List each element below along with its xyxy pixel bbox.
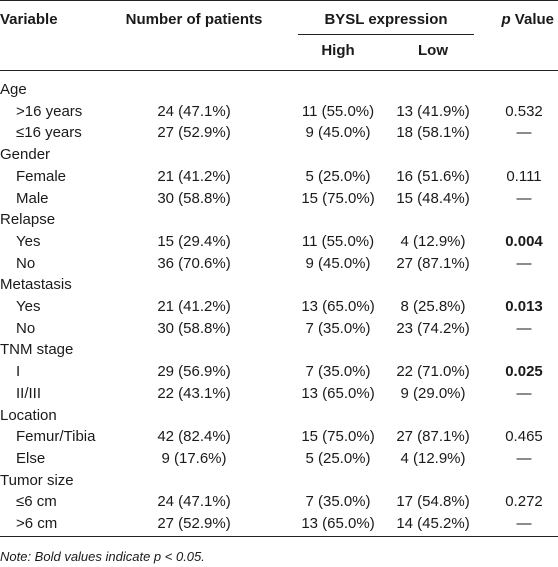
cell-low: 27 (87.1%) xyxy=(396,428,470,446)
cell-low: 18 (58.1%) xyxy=(396,124,470,142)
cell-p-value: 0.465 xyxy=(505,428,543,446)
cell-p-value: 0.025 xyxy=(505,363,543,381)
cell-p-value: 0.532 xyxy=(505,102,543,120)
cell-high: 5 (25.0%) xyxy=(305,449,371,467)
group-label: Age xyxy=(0,81,27,98)
cell-p-value: 0.272 xyxy=(505,493,543,511)
cell-p-value: — xyxy=(516,319,532,337)
row-label: No xyxy=(16,319,36,337)
header-p-value: p Value xyxy=(501,11,554,29)
row-label: >6 cm xyxy=(16,515,58,532)
cell-low: 16 (51.6%) xyxy=(396,167,470,185)
cell-patients: 27 (52.9%) xyxy=(157,515,231,532)
group-label: Relapse xyxy=(0,211,56,229)
cell-p-value: 0.013 xyxy=(505,298,543,315)
cell-patients: 30 (58.8%) xyxy=(157,189,231,207)
cell-low: 9 (29.0%) xyxy=(400,384,466,402)
cell-low: 15 (48.4%) xyxy=(396,189,470,207)
header-number-of-patients: Number of patients xyxy=(125,11,263,28)
cell-high: 9 (45.0%) xyxy=(305,124,371,142)
header-p-rest: Value xyxy=(510,11,554,28)
row-label: Femur/Tibia xyxy=(16,428,96,446)
cell-low: 22 (71.0%) xyxy=(396,363,470,381)
header-p-italic: p xyxy=(501,11,511,28)
cell-high: 7 (35.0%) xyxy=(305,363,371,381)
cell-high: 7 (35.0%) xyxy=(305,319,371,337)
header-high: High xyxy=(321,42,355,59)
row-label: No xyxy=(16,254,36,272)
row-label: Male xyxy=(16,189,49,207)
bysl-subrule xyxy=(298,34,474,35)
cell-patients: 24 (47.1%) xyxy=(157,102,231,120)
row-label: ≤6 cm xyxy=(16,493,57,511)
row-label: Yes xyxy=(16,298,41,315)
cell-p-value: — xyxy=(516,254,532,272)
cell-low: 27 (87.1%) xyxy=(396,254,470,272)
top-rule xyxy=(0,0,558,1)
cell-low: 8 (25.8%) xyxy=(400,298,466,315)
table-note: Note: Bold values indicate p < 0.05. xyxy=(0,549,205,564)
cell-high: 7 (35.0%) xyxy=(305,493,371,511)
group-label: Gender xyxy=(0,146,51,164)
cell-p-value: — xyxy=(516,189,532,207)
cell-high: 11 (55.0%) xyxy=(301,102,375,120)
row-label: ≤16 years xyxy=(16,124,82,142)
cell-patients: 30 (58.8%) xyxy=(157,319,231,337)
cell-low: 4 (12.9%) xyxy=(400,232,466,250)
group-label: Tumor size xyxy=(0,471,74,489)
cell-low: 4 (12.9%) xyxy=(400,449,466,467)
cell-low: 23 (74.2%) xyxy=(396,319,470,337)
bottom-rule xyxy=(0,536,558,537)
cell-patients: 9 (17.6%) xyxy=(161,449,227,467)
cell-p-value: 0.004 xyxy=(505,232,543,250)
row-label: Yes xyxy=(16,232,41,250)
group-label: TNM stage xyxy=(0,341,74,359)
header-bysl-expression: BYSL expression xyxy=(324,11,448,28)
group-label: Location xyxy=(0,406,57,424)
group-label: Metastasis xyxy=(0,276,72,294)
cell-p-value: — xyxy=(516,449,532,467)
row-label: I xyxy=(16,363,21,381)
header-rule xyxy=(0,70,558,71)
cell-low: 17 (54.8%) xyxy=(396,493,470,511)
row-label: >16 years xyxy=(16,102,83,120)
cell-p-value: — xyxy=(516,124,532,142)
cell-patients: 29 (56.9%) xyxy=(157,363,231,381)
cell-high: 13 (65.0%) xyxy=(301,384,375,402)
row-label: II/III xyxy=(16,384,42,402)
cell-patients: 15 (29.4%) xyxy=(157,232,231,250)
cell-high: 13 (65.0%) xyxy=(301,515,375,532)
cell-high: 11 (55.0%) xyxy=(301,232,375,250)
row-label: Else xyxy=(16,449,46,467)
cell-p-value: 0.111 xyxy=(506,167,542,185)
cell-p-value: — xyxy=(516,515,532,532)
cell-high: 5 (25.0%) xyxy=(305,167,371,185)
header-low: Low xyxy=(418,42,448,59)
cell-patients: 22 (43.1%) xyxy=(157,384,231,402)
header-variable: Variable xyxy=(0,11,58,28)
cell-high: 13 (65.0%) xyxy=(301,298,375,315)
cell-p-value: — xyxy=(516,384,532,402)
cell-patients: 21 (41.2%) xyxy=(157,167,231,185)
cell-patients: 36 (70.6%) xyxy=(157,254,231,272)
cell-high: 15 (75.0%) xyxy=(301,428,375,446)
cell-low: 13 (41.9%) xyxy=(396,102,470,120)
cell-patients: 21 (41.2%) xyxy=(157,298,231,315)
cell-patients: 27 (52.9%) xyxy=(157,124,231,142)
row-label: Female xyxy=(16,167,67,185)
cell-high: 9 (45.0%) xyxy=(305,254,371,272)
cell-patients: 24 (47.1%) xyxy=(157,493,231,511)
cell-patients: 42 (82.4%) xyxy=(157,428,231,446)
cell-low: 14 (45.2%) xyxy=(396,515,470,532)
cell-high: 15 (75.0%) xyxy=(301,189,375,207)
